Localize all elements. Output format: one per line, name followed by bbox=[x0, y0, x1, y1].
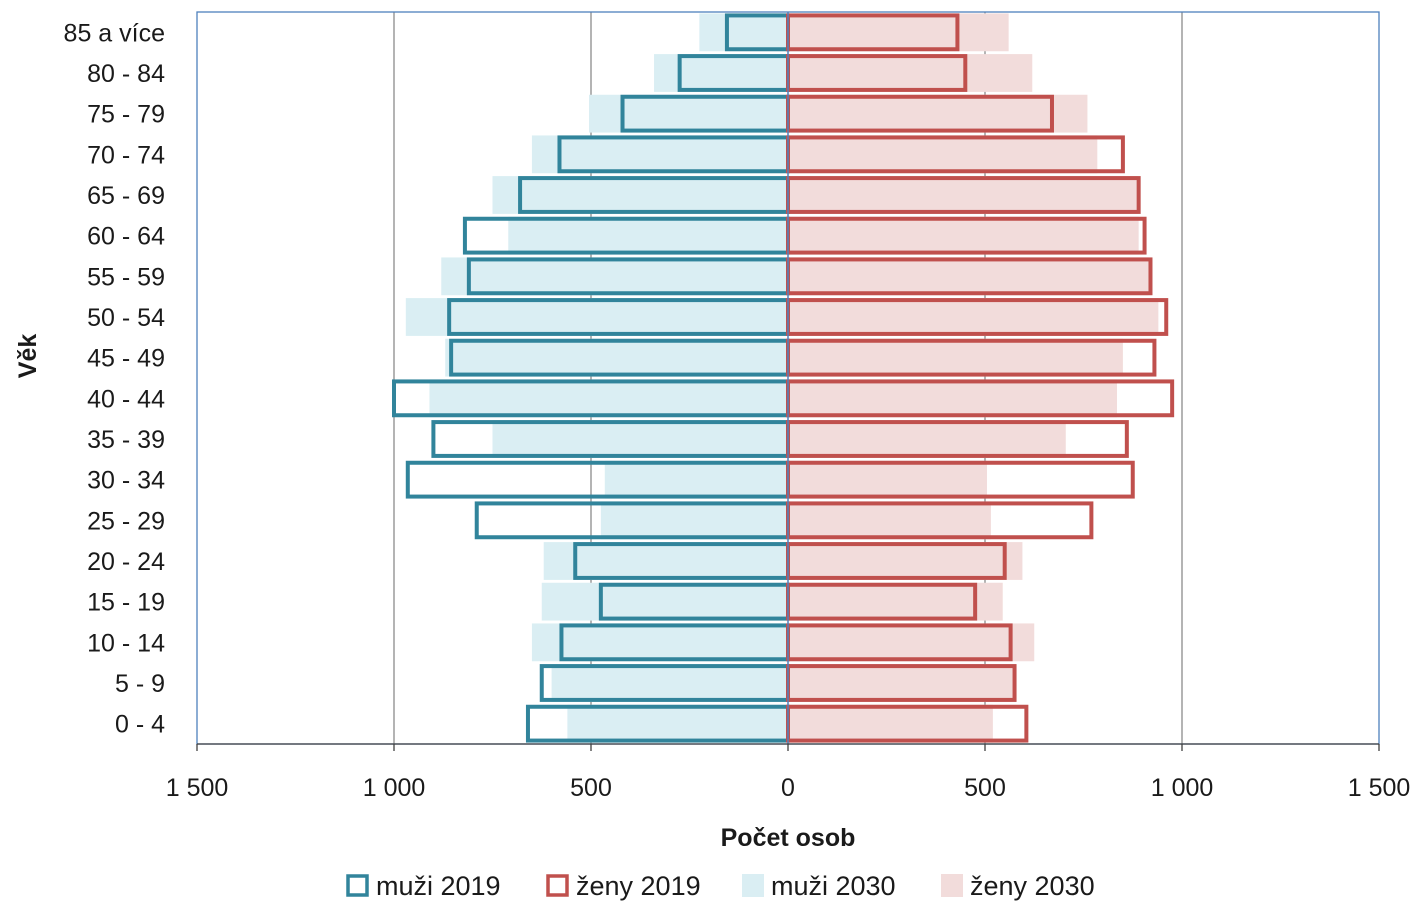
bar-eny-2030-0-4 bbox=[788, 704, 993, 743]
bar-eny-2030-60-64 bbox=[788, 216, 1139, 255]
bar-mu-i-2030-80-84 bbox=[654, 54, 788, 92]
bar-eny-2030-35-39 bbox=[788, 420, 1066, 458]
bar-eny-2030-20-24 bbox=[788, 542, 1023, 580]
y-tick-label: 85 a více bbox=[64, 19, 165, 47]
axes bbox=[196, 11, 1380, 751]
bar-mu-i-2030-10-14 bbox=[531, 623, 788, 662]
bar-mu-i-2030-0-4 bbox=[567, 704, 788, 743]
bar-eny-2030-70-74 bbox=[788, 135, 1098, 174]
bar-mu-i-2030-25-29 bbox=[600, 501, 788, 540]
y-tick-label: 10 - 14 bbox=[87, 629, 165, 657]
bar-eny-2030-10-14 bbox=[788, 623, 1035, 662]
bar-eny-2030-50-54 bbox=[788, 298, 1159, 336]
bar-eny-2030-55-59 bbox=[788, 257, 1149, 296]
y-tick-label: 45 - 49 bbox=[87, 345, 165, 373]
y-tick-label: 50 - 54 bbox=[87, 304, 165, 332]
legend-label: ženy 2019 bbox=[576, 871, 701, 901]
y-tick-label: 60 - 64 bbox=[87, 223, 165, 251]
bar-eny-2030-5-9 bbox=[788, 664, 1017, 702]
x-tick-label: 0 bbox=[781, 774, 795, 802]
bar-eny-2030-25-29 bbox=[788, 501, 991, 540]
legend-label: ženy 2030 bbox=[970, 871, 1095, 901]
bar-mu-i-2030-45-49 bbox=[445, 338, 788, 377]
x-tick-label: 1 000 bbox=[363, 774, 426, 802]
bar-eny-2030-65-69 bbox=[788, 176, 1139, 214]
legend-label: muži 2030 bbox=[771, 871, 896, 901]
bar-eny-2030-40-44 bbox=[788, 379, 1117, 418]
x-tick-label: 1 500 bbox=[1348, 774, 1411, 802]
x-tick-label: 500 bbox=[964, 774, 1006, 802]
y-tick-label: 30 - 34 bbox=[87, 467, 165, 495]
bar-mu-i-2030-5-9 bbox=[551, 664, 788, 702]
bar-mu-i-2030-20-24 bbox=[543, 542, 788, 580]
bar-mu-i-2030-70-74 bbox=[531, 135, 788, 174]
x-tick-labels: 1 500 1 000 500 0 500 1 000 1 500 bbox=[166, 774, 1411, 802]
x-axis-title: Počet osob bbox=[721, 824, 856, 852]
y-tick-label: 15 - 19 bbox=[87, 589, 165, 617]
bar-eny-2030-80-84 bbox=[788, 54, 1033, 92]
y-tick-label: 25 - 29 bbox=[87, 507, 165, 535]
legend-item-mu-i-2019: muži 2019 bbox=[346, 871, 501, 901]
legend-swatch bbox=[546, 874, 569, 897]
y-tick-label: 80 - 84 bbox=[87, 60, 165, 88]
bar-mu-i-2030-75-79 bbox=[589, 94, 788, 133]
legend-item-eny-2019: ženy 2019 bbox=[546, 871, 701, 901]
bar-eny-2030-45-49 bbox=[788, 338, 1123, 377]
bar-mu-i-2030-65-69 bbox=[492, 176, 788, 214]
x-tick-label: 500 bbox=[570, 774, 612, 802]
y-tick-label: 65 - 69 bbox=[87, 182, 165, 210]
bar-eny-2030-85-a-v-ce bbox=[788, 13, 1009, 52]
y-tick-label: 70 - 74 bbox=[87, 141, 165, 169]
bar-mu-i-2030-40-44 bbox=[429, 379, 788, 418]
legend-swatch bbox=[742, 874, 764, 897]
bar-mu-i-2030-30-34 bbox=[604, 460, 788, 499]
x-tick-label: 1 500 bbox=[166, 774, 229, 802]
x-tick-label: 1 000 bbox=[1151, 774, 1214, 802]
y-axis-title: Věk bbox=[14, 334, 42, 379]
bar-mu-i-2030-60-64 bbox=[508, 216, 788, 255]
bar-eny-2030-15-19 bbox=[788, 582, 1003, 621]
y-tick-label: 40 - 44 bbox=[87, 385, 165, 413]
gridlines bbox=[393, 12, 1183, 744]
legend-swatch bbox=[941, 874, 963, 897]
y-tick-label: 5 - 9 bbox=[115, 670, 165, 698]
bar-mu-i-2030-85-a-v-ce bbox=[699, 13, 788, 52]
y-tick-label: 35 - 39 bbox=[87, 426, 165, 454]
bar-mu-i-2030-35-39 bbox=[492, 420, 788, 458]
legend: muži 2019 ženy 2019 muži 2030 ženy 2030 bbox=[346, 871, 1095, 901]
y-tick-label: 20 - 24 bbox=[87, 548, 165, 576]
bar-mu-i-2030-55-59 bbox=[441, 257, 788, 296]
bar-mu-i-2030-15-19 bbox=[541, 582, 788, 621]
legend-swatch bbox=[346, 874, 369, 897]
bars-2030 bbox=[405, 13, 1159, 743]
y-tick-label: 55 - 59 bbox=[87, 263, 165, 291]
legend-label: muži 2019 bbox=[376, 871, 501, 901]
legend-item-mu-i-2030: muži 2030 bbox=[742, 871, 896, 901]
bar-eny-2030-75-79 bbox=[788, 94, 1088, 133]
y-tick-labels: 0 - 4 5 - 9 10 - 14 15 - 19 20 - 24 25 - 29 30… bbox=[64, 19, 166, 738]
bar-mu-i-2030-50-54 bbox=[405, 298, 788, 336]
y-tick-label: 75 - 79 bbox=[87, 101, 165, 129]
legend-item-eny-2030: ženy 2030 bbox=[941, 871, 1095, 901]
y-tick-label: 0 - 4 bbox=[115, 711, 165, 739]
bar-eny-2030-30-34 bbox=[788, 460, 987, 499]
